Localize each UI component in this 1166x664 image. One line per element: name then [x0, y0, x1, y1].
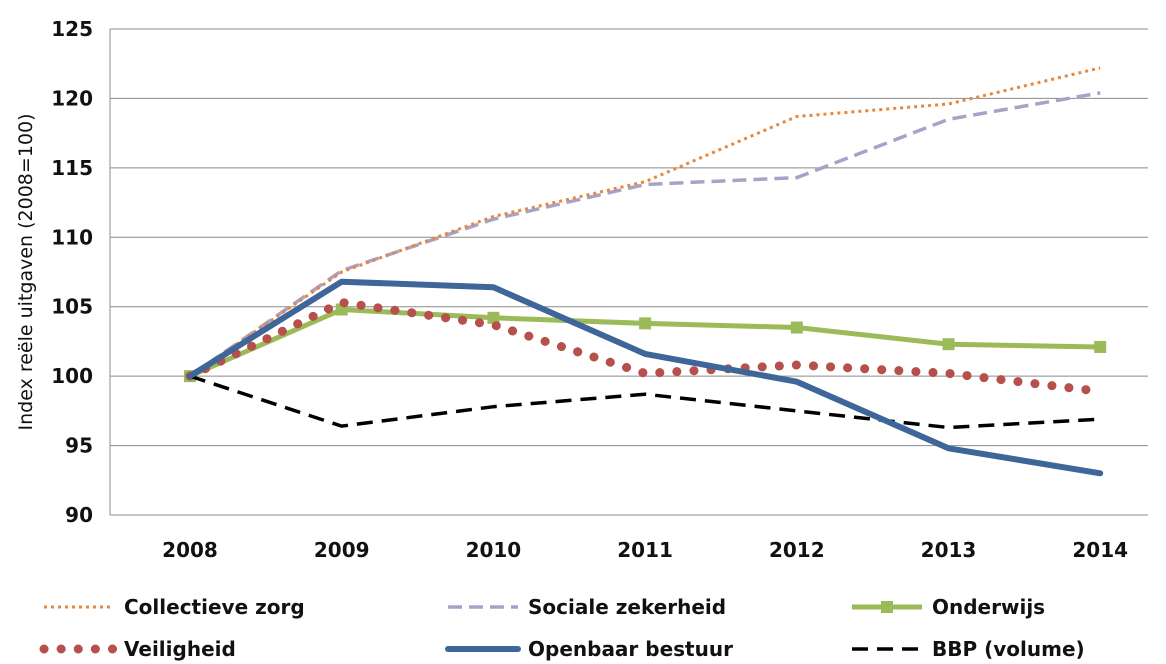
grid-lines	[110, 28, 1148, 447]
legend-label: BBP (volume)	[932, 637, 1085, 661]
data-point-marker	[487, 311, 500, 324]
legend-item: Onderwijs	[852, 595, 1045, 619]
x-tick-label: 2008	[162, 538, 218, 562]
legend-item: BBP (volume)	[852, 637, 1085, 661]
plot-area	[184, 66, 1107, 477]
axes	[109, 29, 1148, 516]
y-tick-label: 120	[51, 86, 93, 110]
y-tick-label: 110	[51, 225, 93, 249]
x-tick-label: 2013	[921, 538, 977, 562]
data-point-marker	[639, 317, 652, 330]
x-tick-label: 2011	[617, 538, 673, 562]
legend-label: Sociale zekerheid	[528, 595, 726, 619]
x-tick-label: 2014	[1072, 538, 1128, 562]
legend-marker	[881, 601, 893, 613]
x-tick-label: 2012	[769, 538, 825, 562]
y-tick-label: 125	[51, 17, 93, 41]
legend-item: Openbaar bestuur	[445, 637, 733, 661]
y-tick-label: 95	[65, 434, 93, 458]
legend-item: Sociale zekerheid	[448, 595, 726, 619]
y-tick-label: 90	[65, 503, 93, 527]
legend-label: Onderwijs	[932, 595, 1045, 619]
legend-item: Veiligheid	[39, 637, 236, 661]
series-line-sociale-zekerheid	[189, 91, 1101, 378]
data-point-marker	[1094, 340, 1107, 353]
x-tick-label: 2010	[466, 538, 522, 562]
legend: Collectieve zorg Sociale zekerheid Onderwi…	[39, 595, 1085, 661]
series-line-collectieve-zorg	[189, 66, 1101, 378]
series-line-bbp-volume-	[189, 374, 1101, 430]
series-line-openbaar-bestuur	[187, 278, 1104, 477]
y-tick-label: 100	[51, 364, 93, 388]
y-tick-label: 115	[51, 156, 93, 180]
tick-labels: 90 95 100 105 110 115 120 125 2008 2009 2010 2011 20…	[51, 17, 1128, 562]
data-point-marker	[942, 338, 955, 351]
y-axis-label: Index reële uitgaven (2008=100)	[15, 114, 37, 431]
y-tick-label: 105	[51, 295, 93, 319]
legend-item: Collectieve zorg	[44, 595, 305, 619]
legend-label: Veiligheid	[124, 637, 236, 661]
legend-label: Openbaar bestuur	[528, 637, 733, 661]
legend-label: Collectieve zorg	[124, 595, 305, 619]
x-tick-label: 2009	[314, 538, 370, 562]
data-point-marker	[790, 321, 803, 334]
series-line-veiligheid	[185, 297, 1105, 396]
